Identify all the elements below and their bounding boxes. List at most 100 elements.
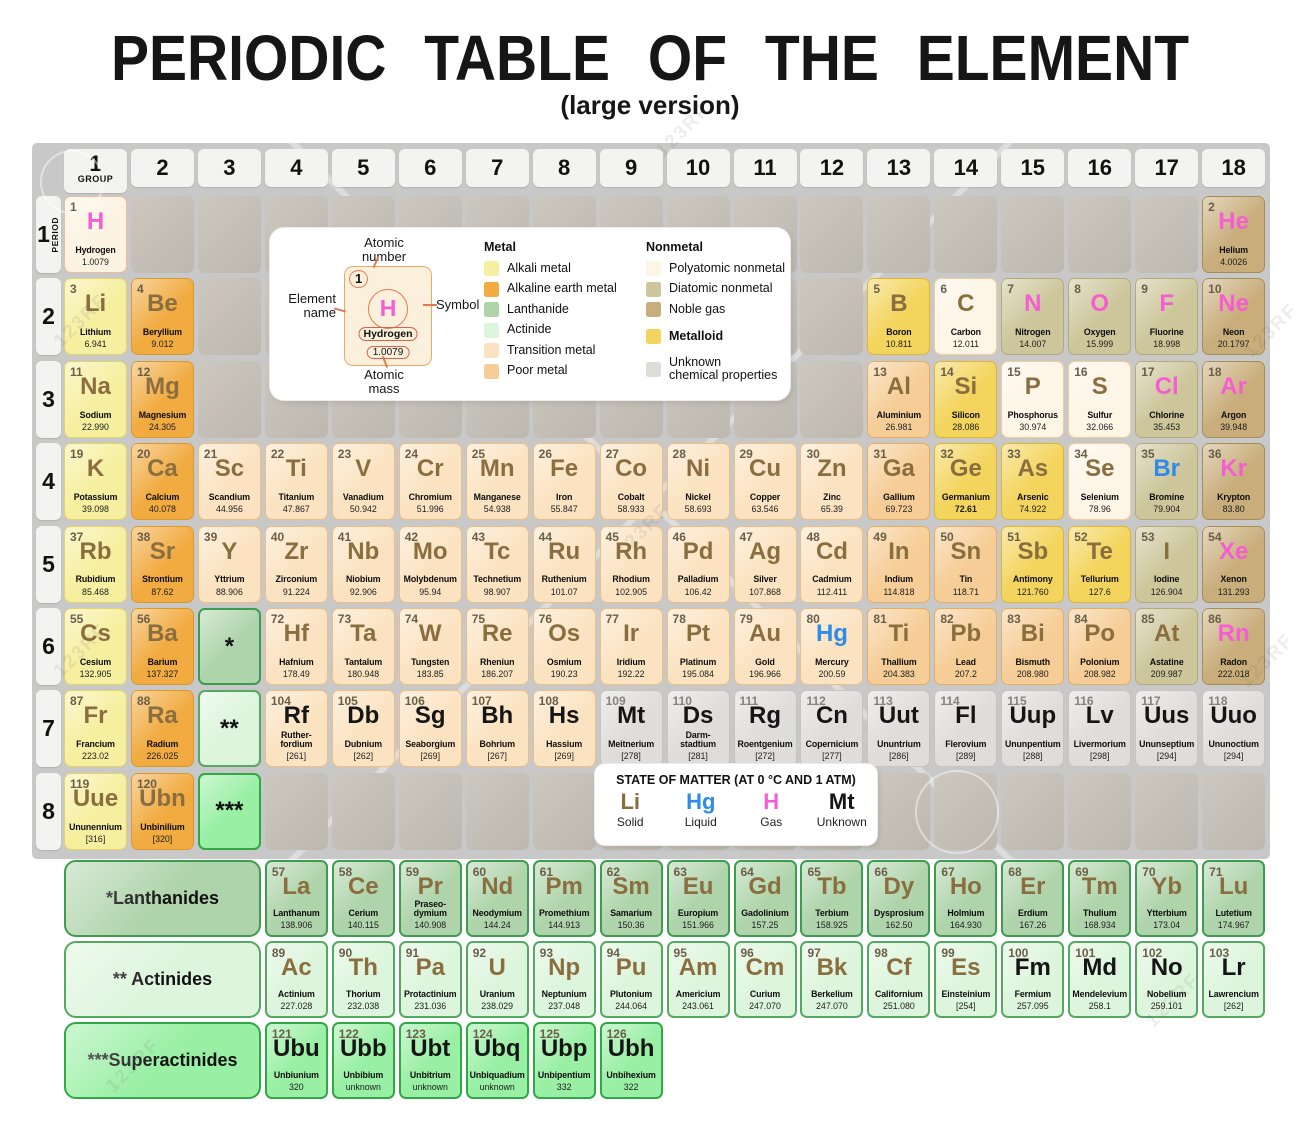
element-Sn: 50 Sn Tin 118.71 [934,525,998,603]
group-header-2: 2 [130,149,194,187]
element-C: 6 C Carbon 12.011 [934,278,998,356]
element-symbol: He [1218,208,1249,235]
state-sample-symbol: H [763,789,780,814]
atomic-number: 88 [136,694,151,709]
atomic-number: 95 [673,946,687,960]
atomic-mass: 26.981 [885,421,913,432]
atomic-number: 78 [672,612,686,626]
element-symbol: Ubt [410,1035,451,1062]
element-name: Gold [755,656,775,667]
atomic-number: 42 [404,529,419,544]
atomic-number: 122 [338,1027,359,1041]
element-name: Unbipentium [537,1069,591,1080]
atomic-number: 58 [338,865,353,879]
atomic-mass: [269] [420,751,441,762]
atomic-number: 90 [338,946,353,960]
atomic-number: 92 [472,946,487,960]
atomic-number: 73 [337,612,352,626]
atomic-mass: 247.070 [749,1001,781,1011]
legend-item: Lanthanide [484,302,636,317]
atomic-number: 16 [1074,364,1088,379]
atomic-number: 17 [1141,364,1155,379]
group-header-9: 9 [599,149,663,187]
element-symbol: Pu [615,954,647,981]
atomic-number: 64 [740,865,754,879]
atomic-number: 7 [1007,282,1014,297]
empty-cell [1001,772,1065,850]
element-Pd: 46 Pd Palladium 106.42 [666,525,730,603]
group-header-8: 8 [532,149,596,187]
element-symbol: Er [1020,873,1046,900]
element-name: Hafnium [279,656,314,667]
element-Cd: 48 Cd Cadmium 112.411 [800,525,864,603]
element-name: Ununtrium [877,739,921,750]
element-name: Calcium [145,491,180,502]
atomic-number: 63 [673,865,687,879]
atomic-number: 115 [1007,694,1027,709]
element-symbol: U [488,954,506,981]
element-name: Silicon [951,409,980,420]
element-name: Flerovium [945,739,987,750]
element-name: Chromium [408,491,452,502]
atomic-number: 91 [405,946,420,960]
element-symbol: As [1017,455,1049,483]
atomic-mass: 54.938 [483,504,511,515]
atomic-mass: 132.905 [79,669,112,679]
element-symbol: I [1163,537,1171,565]
legend-item: Transition metal [484,343,636,358]
atomic-number: 70 [1142,865,1156,879]
element-name: Hydrogen [75,244,116,255]
element-name: Lawrencium [1208,988,1259,999]
atomic-number: 56 [136,612,151,626]
empty-cell [1202,772,1266,850]
element-H: 1 H Hydrogen 1.0079 [64,196,127,273]
element-name: Holmium [947,907,985,918]
element-Gd: 64 Gd Gadolinium 157.25 [733,860,797,937]
element-Tc: 43 Tc Technetium 98.907 [465,525,529,603]
element-symbol: Ubb [339,1035,387,1062]
atomic-mass: 87.62 [151,586,174,597]
element-Fl: 114 Fl Flerovium [289] [934,690,998,768]
element-symbol: Tc [484,537,511,565]
element-symbol: Sc [214,455,245,483]
legend-item: Noble gas [646,302,786,317]
page-title: PERIODIC TABLE OF THE ELEMENT [110,23,1190,95]
legend-metal-items: Alkali metal Alkaline earth metal Lantha… [484,261,636,379]
element-Yb: 70 Yb Ytterbium 173.04 [1135,860,1199,937]
atomic-mass: 55.847 [550,504,578,515]
atomic-number: 57 [271,865,286,879]
atomic-mass: 44.956 [215,504,243,515]
element-Rn: 86 Rn Radon 222.018 [1202,608,1266,685]
atomic-number: 13 [873,364,887,379]
atomic-mass: [278] [621,751,641,762]
element-name: Oxygen [1083,327,1116,338]
atomic-mass: 178.49 [282,669,310,679]
empty-cell [331,772,395,850]
element-Pu: 94 Pu Plutonium 244.064 [599,941,663,1018]
group-header-15: 15 [1001,149,1065,187]
atomic-number: 23 [337,447,352,462]
element-Tb: 65 Tb Terbium 158.925 [800,860,864,937]
atomic-number: 101 [1075,946,1096,960]
element-name: Cerium [348,907,379,918]
element-name: Niobium [346,574,381,585]
atomic-number: 3 [70,282,77,297]
element-name: Thulium [1082,907,1117,918]
element-symbol: Sr [149,537,176,565]
atomic-number: 102 [1142,946,1163,960]
element-symbol: Cm [745,954,785,981]
element-Sg: 106 Sg Seaborgium [269] [398,690,462,768]
atomic-mass: 98.907 [483,586,511,597]
element-symbol: Sb [1017,537,1049,565]
element-Lr: 103 Lr Lawrencium [262] [1202,941,1266,1018]
atomic-mass: [289] [956,751,976,762]
element-Ru: 44 Ru Ruthenium 101.07 [532,525,596,603]
element-symbol: Rf [283,702,309,730]
element-name: Protactinium [403,988,457,999]
element-Ra: 88 Ra Radium 226.025 [130,690,194,768]
atomic-number: 104 [270,694,291,709]
atomic-number: 47 [739,529,753,544]
element-name: Neon [1222,327,1245,338]
empty-cell [1135,772,1199,850]
atomic-mass: 222.018 [1217,669,1250,679]
